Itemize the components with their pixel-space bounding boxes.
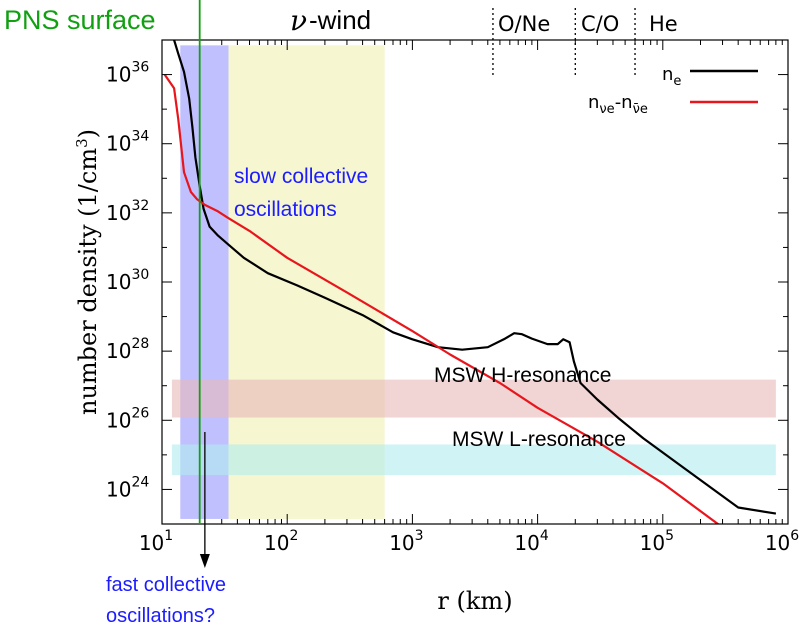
- x-tick-label: 104: [514, 528, 548, 555]
- y-tick-label: 1036: [106, 60, 149, 87]
- shell-label-three: He: [649, 12, 678, 36]
- h-resonance-band: [171, 379, 776, 418]
- x-tick-label: 105: [640, 528, 674, 555]
- wind-label: -wind: [309, 5, 371, 35]
- msw-l-label: MSW L-resonance: [452, 428, 626, 451]
- axis-ticks: [161, 39, 789, 525]
- x-tick-label: 102: [264, 528, 298, 555]
- shell-label-two: C/O: [581, 12, 619, 36]
- wind-nu-label: ν: [290, 4, 307, 37]
- fast-collective-arrow: [199, 432, 210, 568]
- msw-h-label: MSW H-resonance: [434, 364, 611, 387]
- x-tick-label: 103: [389, 528, 423, 555]
- x-tick-labels: 101 102 103 104 105 106: [139, 528, 799, 555]
- shell-boundary-lines: [492, 8, 636, 76]
- plot-frame: [161, 39, 789, 525]
- y-axis-title: number density (1/cm3): [73, 129, 102, 415]
- y-tick-label: 1024: [106, 474, 149, 501]
- pns-surface-label: PNS surface: [4, 5, 156, 35]
- y-tick-label: 1034: [106, 129, 149, 156]
- arrow-head: [199, 554, 210, 568]
- legend-label-nu-diff: nνe-nν̄e: [588, 92, 648, 117]
- y-tick-label: 1026: [106, 405, 149, 432]
- legend-label-ne: ne: [662, 64, 681, 89]
- x-tick-label: 106: [765, 528, 799, 555]
- shaded-regions: [171, 45, 776, 519]
- shell-label-one: O/Ne: [498, 12, 550, 36]
- l-resonance-band: [171, 444, 776, 476]
- slow-collective-label-line2: oscillations: [234, 198, 337, 221]
- y-tick-label: 1030: [106, 267, 149, 294]
- y-tick-label: 1028: [106, 336, 149, 363]
- x-axis-title: r (km): [437, 587, 512, 615]
- x-tick-label: 101: [139, 528, 173, 555]
- y-tick-labels: 1024 1026 1028 1030 1032 1034 1036: [106, 60, 149, 502]
- slow-collective-label-line1: slow collective: [234, 165, 368, 188]
- fast-collective-label-line1: fast collective: [106, 574, 226, 596]
- fast-collective-label-line2: oscillations?: [106, 605, 215, 627]
- legend: ne nνe-nν̄e: [588, 64, 758, 117]
- y-tick-label: 1032: [106, 198, 149, 225]
- wind-band: [228, 45, 385, 519]
- series-line-nu-diff: [163, 73, 720, 524]
